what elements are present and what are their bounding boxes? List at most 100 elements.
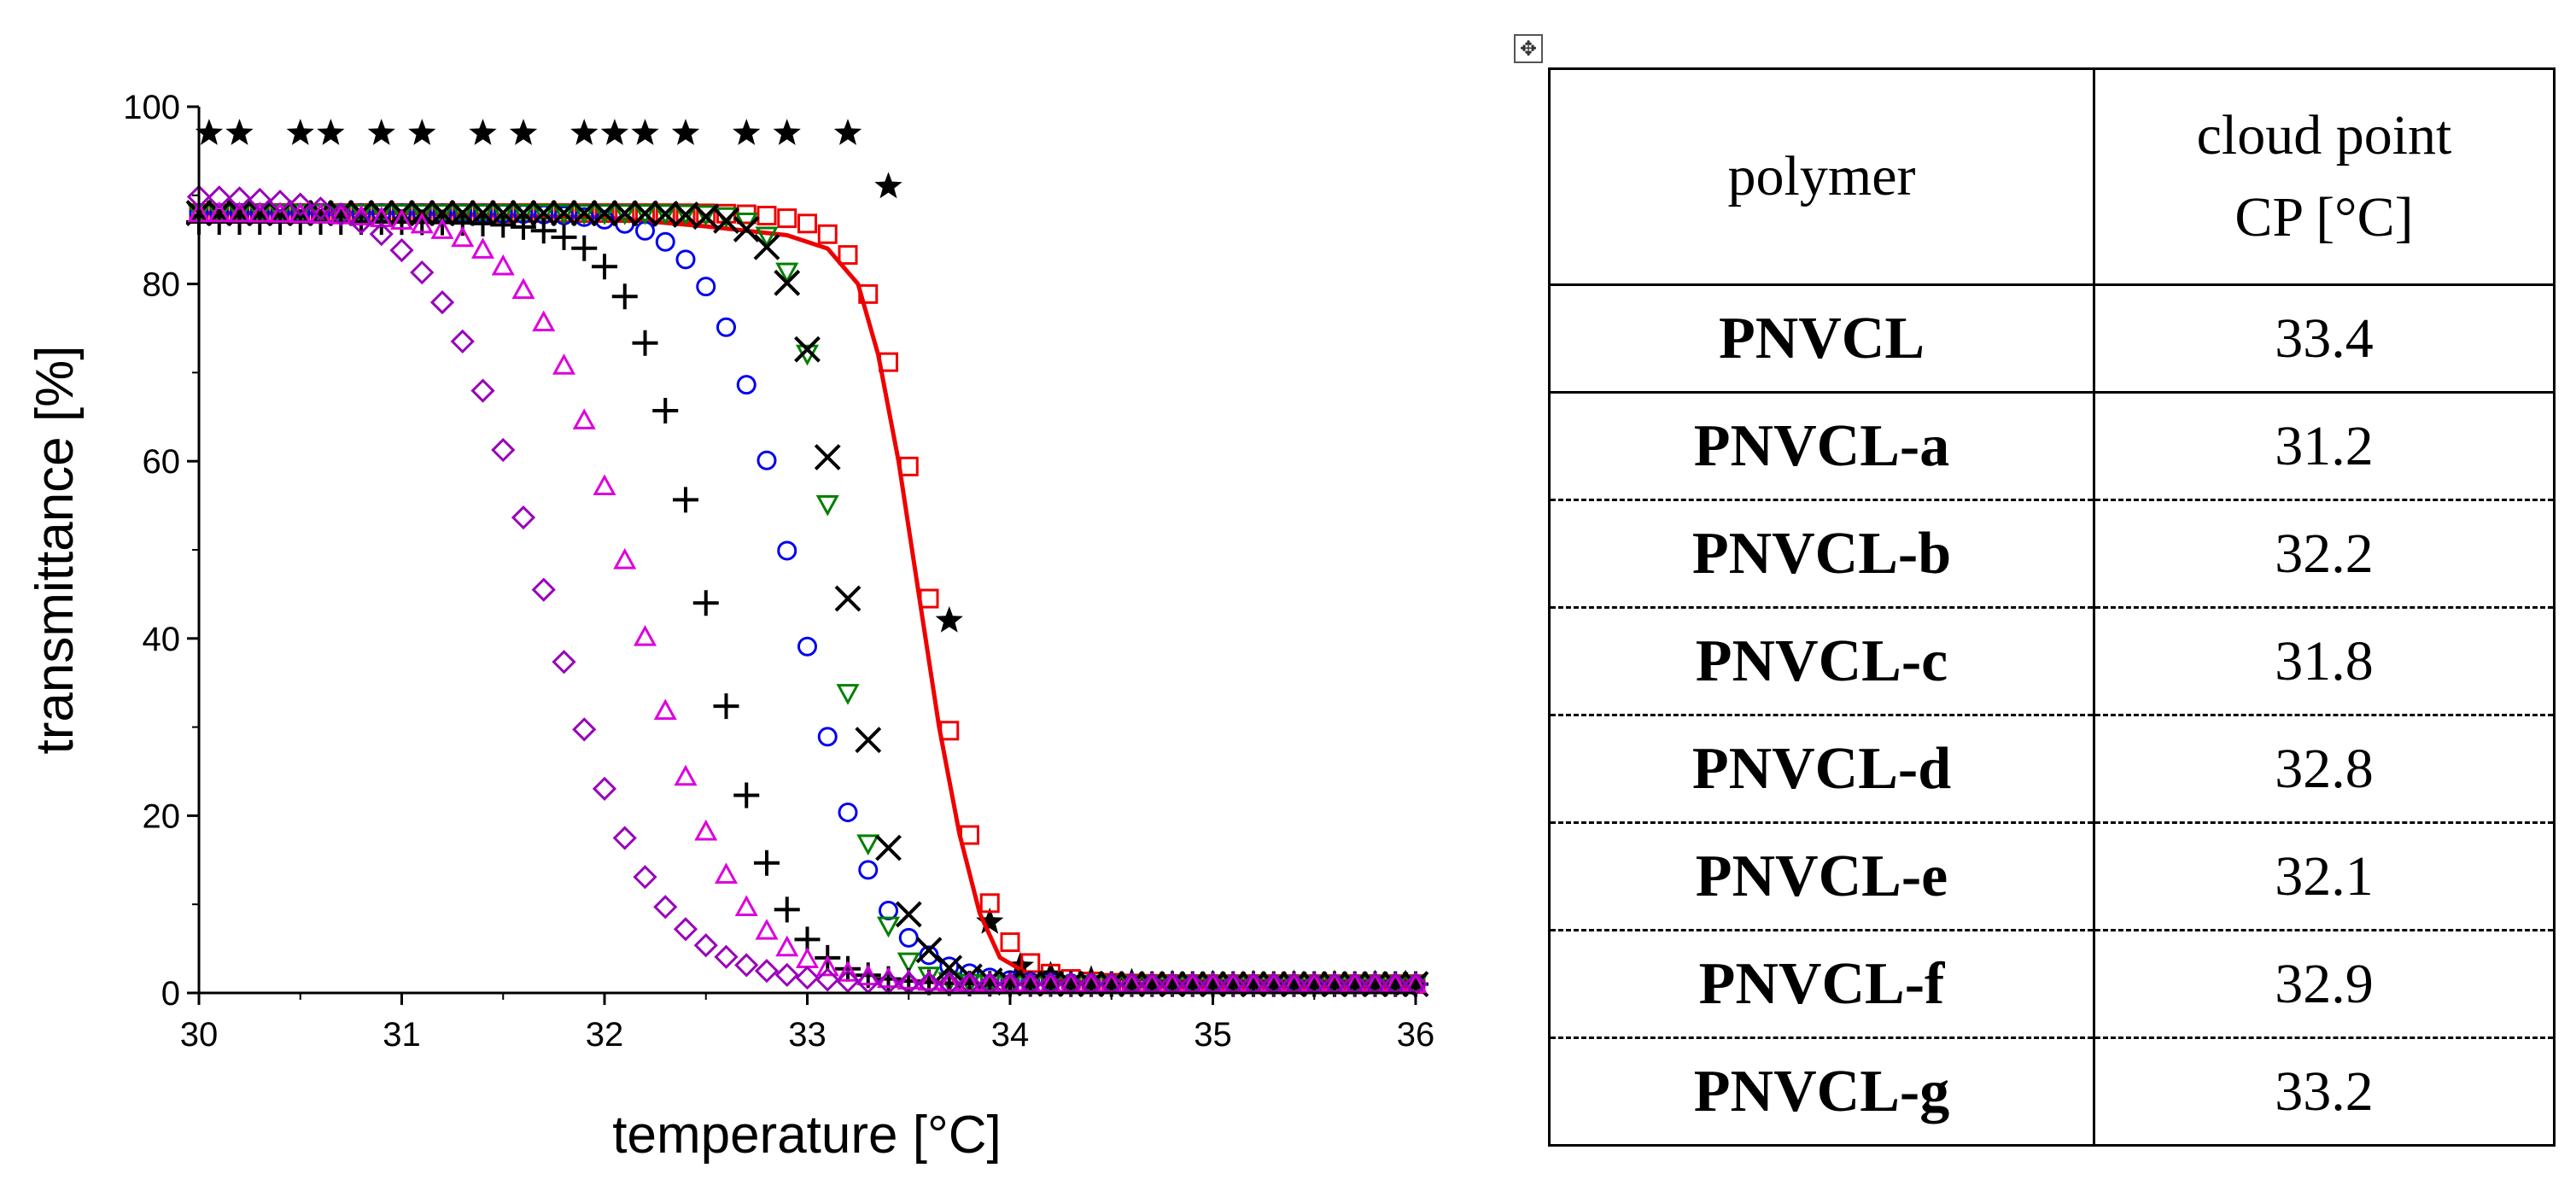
data-point: [692, 203, 720, 231]
data-point: [998, 971, 1022, 993]
data-point: [694, 819, 718, 841]
series-x: [185, 200, 1429, 998]
data-point: [733, 119, 761, 145]
data-point: [855, 727, 882, 754]
data-point: [773, 119, 801, 145]
header-cloud-point: cloud point CP [°C]: [2093, 67, 2556, 286]
data-point: [389, 208, 414, 231]
transmittance-chart: 30 31 32 33 34 35 36 0 20 40 60 80 100 temperature […: [26, 89, 1434, 1165]
data-point: [370, 204, 394, 225]
data-point: [671, 119, 700, 145]
data-point: [572, 717, 597, 742]
data-point: [817, 224, 838, 244]
polymer-name: PNVCL-c: [1548, 607, 2095, 716]
data-point: [692, 590, 719, 616]
data-point: [613, 547, 637, 569]
series-star: [195, 119, 1420, 996]
data-point: [593, 204, 616, 225]
data-point: [532, 310, 556, 332]
data-point: [815, 495, 839, 517]
data-point: [207, 201, 231, 223]
data-point: [774, 896, 800, 923]
data-point: [511, 505, 536, 530]
table-row: PNVCL-f 32.9: [1548, 930, 2556, 1039]
data-point: [551, 200, 577, 226]
cloud-point-value: 32.9: [2093, 930, 2556, 1039]
data-point: [248, 201, 272, 223]
data-point: [317, 119, 345, 145]
cloud-point-value: 31.8: [2093, 607, 2556, 716]
data-point: [736, 375, 756, 395]
x-tick-label: 32: [586, 1016, 624, 1054]
data-point: [633, 204, 657, 225]
table-row: PNVCL 33.4: [1548, 284, 2556, 394]
polymer-name: PNVCL-f: [1548, 930, 2095, 1039]
y-axis-title: transmittance [%]: [26, 346, 85, 755]
series-line: [199, 211, 1416, 991]
data-point: [1221, 972, 1246, 996]
data-point: [674, 764, 698, 786]
data-point: [470, 204, 495, 225]
data-point: [571, 235, 598, 261]
data-point: [753, 233, 780, 260]
data-point: [1038, 972, 1063, 996]
data-point: [756, 450, 777, 470]
data-point: [591, 200, 618, 227]
data-point: [755, 226, 779, 248]
data-point: [879, 901, 898, 921]
data-point: [369, 222, 394, 247]
data-point: [574, 207, 594, 227]
data-point: [774, 269, 801, 296]
data-point: [1363, 972, 1387, 996]
data-point: [1282, 972, 1306, 996]
data-point: [919, 588, 939, 609]
data-point: [552, 650, 576, 674]
data-point: [794, 336, 821, 363]
data-point: [592, 254, 617, 280]
data-point: [775, 262, 799, 284]
series-triangle-down: [187, 204, 1428, 996]
data-point: [898, 456, 919, 476]
data-point: [898, 927, 919, 948]
data-point: [774, 962, 799, 988]
data-point: [833, 119, 862, 145]
data-point: [939, 721, 960, 741]
data-point: [450, 329, 475, 354]
data-point: [430, 204, 454, 225]
data-point: [673, 917, 698, 942]
data-point: [289, 201, 313, 224]
data-point: [572, 408, 596, 429]
x-tick-label: 35: [1194, 1016, 1232, 1054]
data-point: [470, 378, 495, 403]
data-point: [733, 216, 760, 242]
data-point: [268, 201, 292, 223]
data-point: [613, 204, 637, 225]
data-point: [370, 206, 394, 228]
polymer-name: PNVCL: [1548, 284, 2095, 394]
data-point: [957, 971, 982, 992]
data-point: [775, 935, 799, 957]
data-point: [530, 200, 558, 226]
data-point: [797, 636, 817, 657]
data-point: [673, 487, 698, 513]
data-point: [1342, 972, 1367, 996]
data-point: [754, 959, 780, 984]
data-point: [935, 606, 963, 633]
data-point: [1261, 972, 1286, 996]
data-point: [632, 200, 658, 227]
data-point: [570, 200, 598, 227]
data-point: [570, 119, 599, 145]
header-polymer: polymer: [1548, 67, 2095, 286]
data-point: [491, 254, 515, 276]
data-point: [815, 967, 840, 992]
data-point: [836, 961, 860, 982]
x-tick-label: 34: [991, 1016, 1030, 1054]
data-point: [672, 201, 699, 228]
data-point: [693, 933, 718, 958]
data-point: [858, 860, 879, 880]
table-move-handle-icon[interactable]: ✥: [1514, 34, 1543, 63]
data-point: [838, 245, 858, 266]
table-row: PNVCL-g 33.2: [1548, 1037, 2556, 1147]
data-point: [856, 834, 880, 855]
data-point: [897, 968, 920, 990]
